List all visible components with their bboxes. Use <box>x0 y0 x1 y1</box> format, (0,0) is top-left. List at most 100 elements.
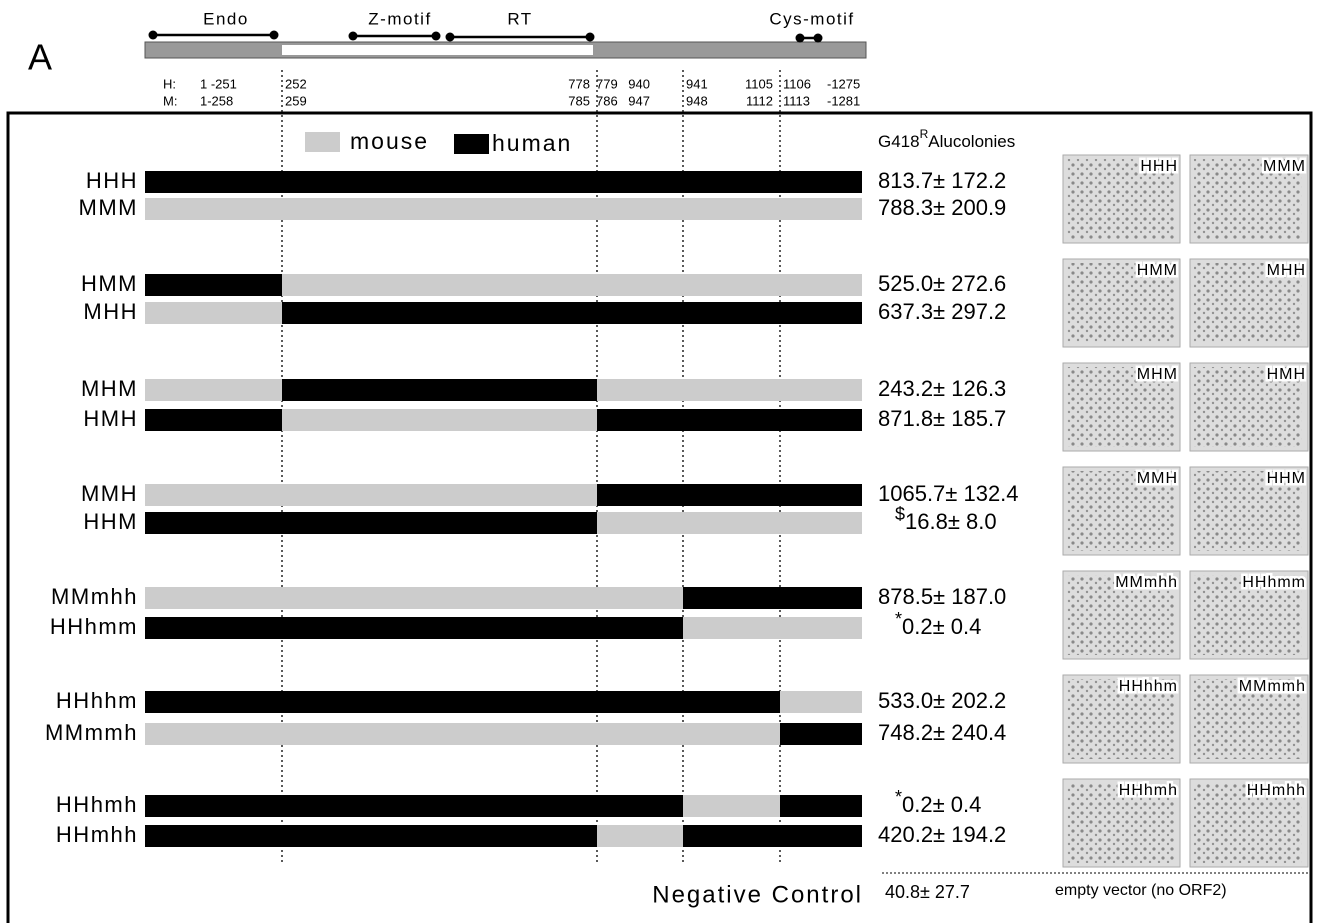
construct-segment <box>597 617 683 639</box>
construct-segment <box>780 795 862 817</box>
plate-label: HMM <box>1137 262 1178 279</box>
construct-segment <box>597 379 683 401</box>
construct-segment <box>597 171 683 193</box>
significance-marker: * <box>895 609 902 629</box>
construct-segment <box>780 723 862 745</box>
control-label: Negative Control <box>652 881 863 908</box>
colony-value: 637.3± 297.2 <box>878 299 1006 324</box>
colony-value: 788.3± 200.9 <box>878 195 1006 220</box>
construct-segment <box>282 198 597 220</box>
position-number: 1112 <box>746 93 773 108</box>
construct-segment <box>683 198 780 220</box>
construct-name: HHhmh <box>56 792 138 817</box>
results-header: G418RAlucolonies <box>878 127 1015 151</box>
plate-label: HHhmm <box>1242 574 1306 591</box>
colony-value: 525.0± 272.6 <box>878 271 1006 296</box>
figure: A EndoZ-motifRTCys-motifH:1 -25125277877… <box>0 0 1319 923</box>
construct-segment <box>145 691 282 713</box>
legend-swatch <box>454 134 489 154</box>
colony-count: 1065.7± 132.4 <box>878 481 1019 506</box>
construct-segment <box>597 198 683 220</box>
colony-value: 748.2± 240.4 <box>878 720 1006 745</box>
domain-end <box>149 31 158 40</box>
domain-label: Endo <box>203 9 249 28</box>
plate-label: MMmmh <box>1239 678 1306 695</box>
construct-segment <box>145 198 282 220</box>
construct-segment <box>145 795 282 817</box>
construct-segment <box>282 795 597 817</box>
construct-name: MMmhh <box>51 584 138 609</box>
construct-segment <box>597 691 683 713</box>
domain-end <box>814 34 823 43</box>
construct-segment <box>683 795 780 817</box>
construct-segment <box>282 691 597 713</box>
domain-end <box>446 33 455 42</box>
construct-segment <box>780 302 862 324</box>
construct-name: HHH <box>86 168 138 193</box>
colony-count: 813.7± 172.2 <box>878 168 1006 193</box>
construct-segment <box>780 198 862 220</box>
construct-segment <box>780 825 862 847</box>
position-number: -1281 <box>827 93 860 108</box>
construct-segment <box>683 587 780 609</box>
construct-segment <box>597 302 683 324</box>
position-number: -1275 <box>827 76 860 91</box>
construct-segment <box>282 512 597 534</box>
plate-label: MHM <box>1137 366 1178 383</box>
construct-segment <box>597 795 683 817</box>
construct-segment <box>597 825 683 847</box>
construct-segment <box>597 723 683 745</box>
position-number: 940 <box>628 76 650 91</box>
control-value: 40.8± 27.7 <box>885 882 970 902</box>
header-superscript: R <box>920 127 929 141</box>
colony-count: 420.2± 194.2 <box>878 822 1006 847</box>
colony-value: 533.0± 202.2 <box>878 688 1006 713</box>
colony-value: 813.7± 172.2 <box>878 168 1006 193</box>
construct-name: HHhmm <box>50 614 138 639</box>
construct-segment <box>282 484 597 506</box>
colony-count: 637.3± 297.2 <box>878 299 1006 324</box>
colony-value: 871.8± 185.7 <box>878 406 1006 431</box>
position-number: 1 -251 <box>200 76 237 91</box>
colony-value: 16.8± 8.0 <box>905 509 997 534</box>
construct-name: MMM <box>79 195 138 220</box>
construct-name: HHM <box>83 509 138 534</box>
colony-count: 788.3± 200.9 <box>878 195 1006 220</box>
construct-name: HMH <box>83 406 138 431</box>
position-number: 1113 <box>783 93 810 108</box>
construct-segment <box>145 409 282 431</box>
construct-name: HHmhh <box>56 822 138 847</box>
construct-segment <box>683 171 780 193</box>
significance-marker: $ <box>895 504 905 524</box>
colony-value: 243.2± 126.3 <box>878 376 1006 401</box>
construct-name: HHhhm <box>56 688 138 713</box>
plate-label: HHhmh <box>1119 782 1178 799</box>
legend-label: mouse <box>350 128 429 154</box>
construct-name: MMmmh <box>45 720 138 745</box>
construct-segment <box>597 409 683 431</box>
construct-segment <box>145 825 282 847</box>
construct-segment <box>683 379 780 401</box>
construct-segment <box>145 512 282 534</box>
construct-segment <box>683 617 780 639</box>
construct-segment <box>145 302 282 324</box>
plate-label: MHH <box>1267 262 1306 279</box>
construct-segment <box>145 587 282 609</box>
construct-segment <box>780 379 862 401</box>
colony-value: 0.2± 0.4 <box>902 792 981 817</box>
position-row-label: H: <box>163 76 176 91</box>
construct-segment <box>683 302 780 324</box>
domain-end <box>796 34 805 43</box>
construct-name: MMH <box>81 481 138 506</box>
position-number: 941 <box>686 76 708 91</box>
construct-segment <box>145 171 282 193</box>
position-number: 778 <box>568 76 590 91</box>
construct-segment <box>683 409 780 431</box>
colony-count: 525.0± 272.6 <box>878 271 1006 296</box>
construct-segment <box>597 484 683 506</box>
plate-label: MMmhh <box>1115 574 1178 591</box>
position-number: 1105 <box>745 76 773 91</box>
domain-end <box>270 31 279 40</box>
construct-segment <box>780 587 862 609</box>
domain-label: Z-motif <box>368 9 431 28</box>
